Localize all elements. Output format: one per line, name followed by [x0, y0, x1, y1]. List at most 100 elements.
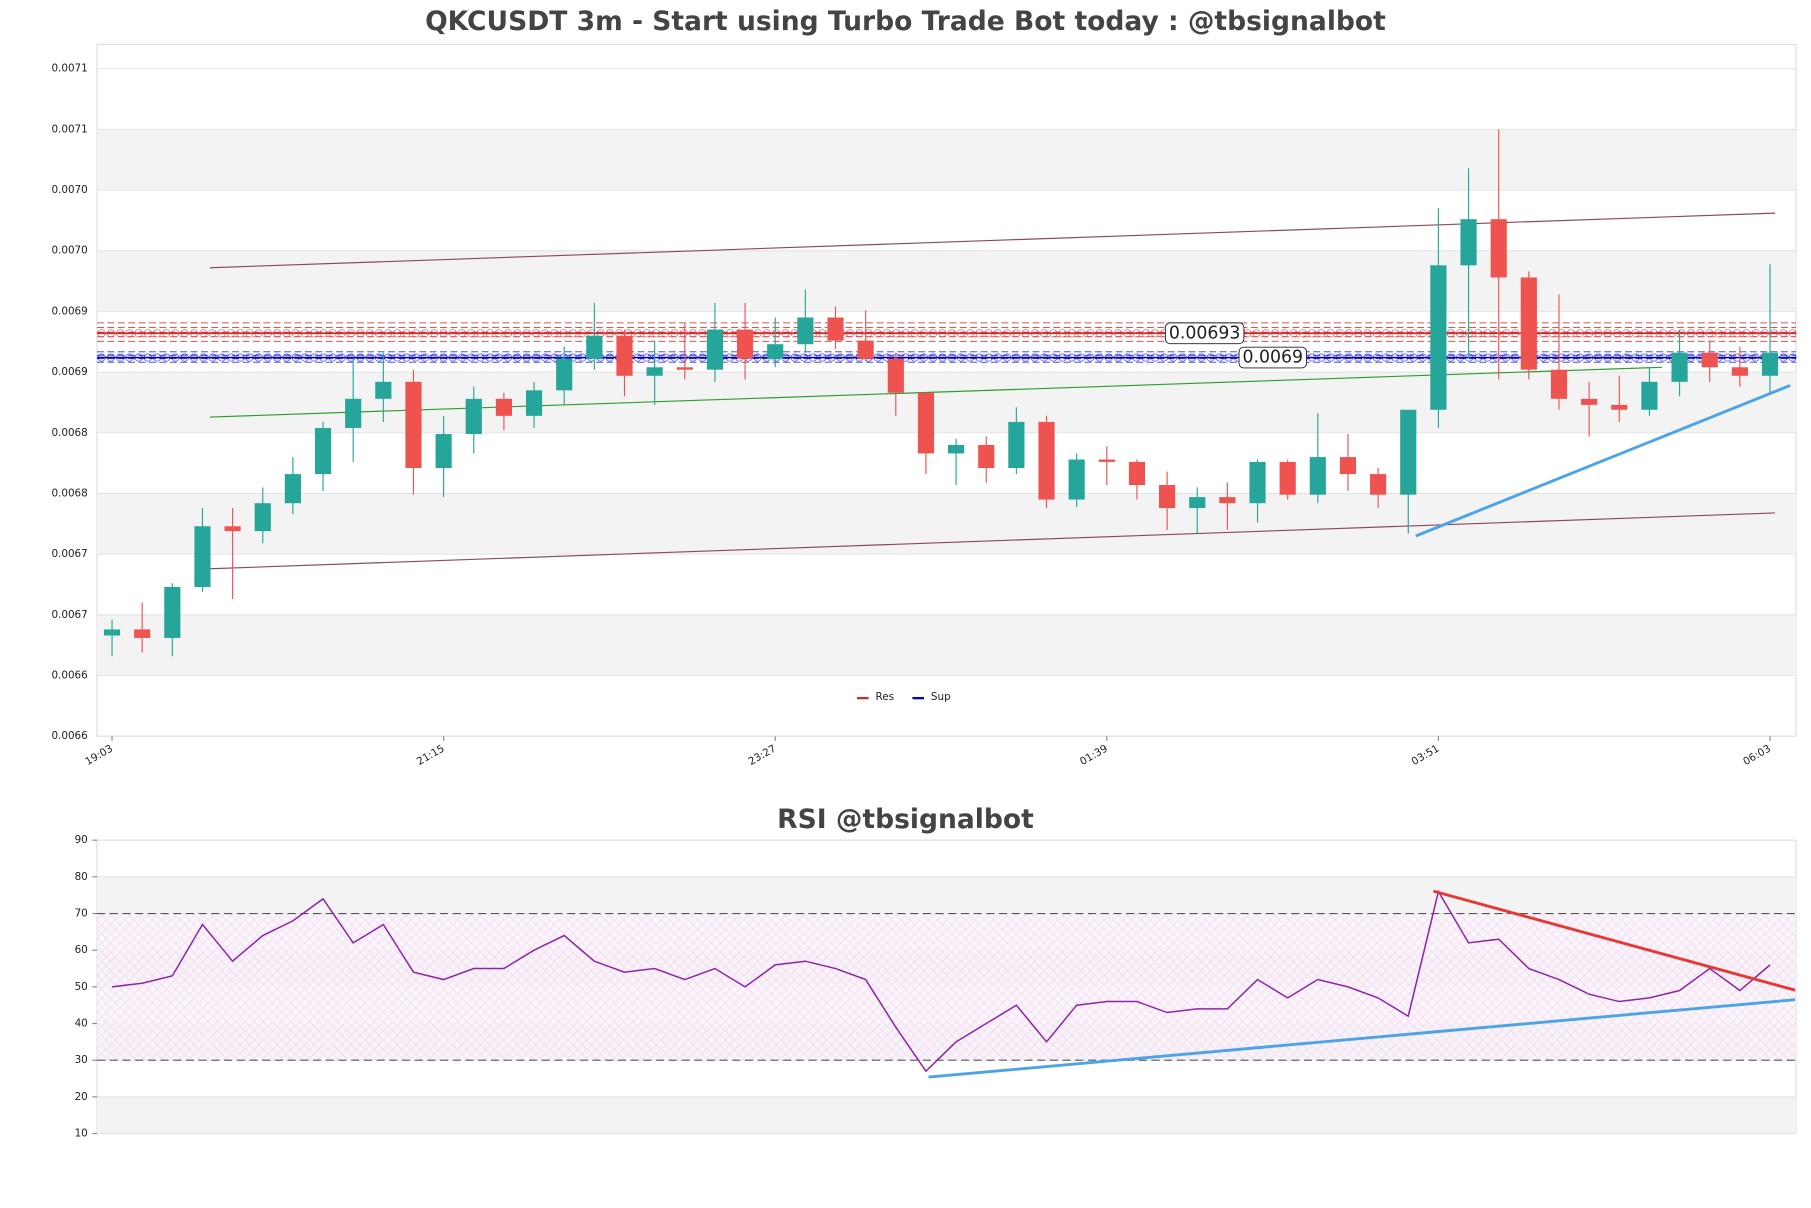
- candle-body: [224, 526, 241, 532]
- candle-body: [1008, 421, 1025, 469]
- candle-body: [1520, 277, 1537, 370]
- candle-body: [1761, 352, 1779, 376]
- candle-body: [767, 344, 784, 359]
- x-tick-label: 06:03: [1741, 743, 1773, 768]
- candle-body: [1128, 461, 1146, 486]
- trend-line: [209, 212, 1776, 269]
- candle-body: [1400, 409, 1417, 495]
- rsi-trend-line: [1433, 889, 1796, 992]
- candle-body: [103, 629, 121, 636]
- x-tick-label: 03:51: [1410, 743, 1442, 768]
- candle-body: [676, 367, 693, 370]
- trend-line: [1415, 384, 1791, 538]
- candle-body: [948, 444, 965, 454]
- candle-body: [525, 390, 543, 416]
- x-tick-label: 23:27: [746, 743, 778, 768]
- candle-body: [314, 427, 332, 475]
- candle-body: [164, 586, 181, 638]
- candle-body: [1279, 461, 1296, 495]
- candle-body: [1249, 461, 1266, 504]
- candle-body: [1550, 369, 1568, 399]
- rsi-title: RSI @tbsignalbot: [777, 804, 1034, 835]
- candle-body: [375, 381, 392, 399]
- candle-body: [1641, 381, 1658, 410]
- resistance-label-box: [1164, 322, 1245, 345]
- grid-band: [97, 129, 1796, 191]
- trend-line: [209, 366, 1662, 418]
- candle-body: [1430, 265, 1447, 410]
- y-tick-label: 0.0071: [51, 123, 87, 135]
- rsi-y-tick-label: 90: [75, 834, 88, 846]
- y-tick-label: 0.0067: [51, 548, 87, 560]
- rsi-y-tick-label: 20: [75, 1091, 88, 1103]
- candle-body: [1581, 398, 1598, 405]
- y-tick-label: 0.0066: [51, 670, 87, 682]
- x-tick-label: 19:03: [83, 743, 115, 768]
- candle-body: [1339, 457, 1357, 475]
- candle-body: [1460, 219, 1477, 266]
- candle-body: [194, 526, 211, 587]
- candle-body: [706, 329, 724, 370]
- support-label-box: [1238, 346, 1307, 369]
- candle-body: [405, 381, 422, 469]
- candle-body: [465, 398, 482, 435]
- candle-body: [887, 358, 904, 393]
- candle-body: [1038, 421, 1055, 500]
- candle-body: [1219, 497, 1236, 504]
- candle-body: [797, 317, 814, 345]
- y-tick-label: 0.0070: [51, 184, 87, 196]
- candle-body: [857, 340, 874, 359]
- candle-body: [254, 503, 271, 532]
- rsi-y-tick-label: 50: [75, 981, 88, 993]
- candle-body: [1490, 219, 1507, 278]
- candle-body: [1068, 459, 1085, 500]
- rsi-grid-band: [97, 1096, 1796, 1134]
- candle-body: [1098, 459, 1115, 462]
- candle-body: [978, 444, 995, 469]
- rsi-y-tick-label: 70: [75, 908, 88, 920]
- rsi-zone: [97, 913, 1796, 1061]
- candle-body: [284, 474, 301, 504]
- y-tick-label: 0.0068: [51, 487, 87, 499]
- candle-body: [1309, 457, 1326, 495]
- candle-body: [646, 367, 663, 376]
- grid-band: [97, 250, 1796, 312]
- chart-title: QKCUSDT 3m - Start using Turbo Trade Bot…: [425, 6, 1386, 37]
- rsi-trend-line: [928, 998, 1796, 1079]
- candle-body: [586, 335, 603, 359]
- x-tick-label: 21:15: [415, 743, 447, 768]
- rsi-grid-band: [97, 876, 1796, 914]
- rsi-y-tick-label: 30: [75, 1054, 88, 1066]
- grid-band: [97, 614, 1796, 676]
- rsi-line: [111, 889, 1771, 1073]
- y-tick-label: 0.0070: [51, 245, 87, 257]
- candle-body: [556, 358, 573, 391]
- rsi-y-tick-label: 40: [75, 1018, 88, 1030]
- rsi-y-tick-label: 80: [75, 871, 88, 883]
- candle-body: [1189, 497, 1206, 509]
- rsi-y-tick-label: 10: [75, 1128, 88, 1140]
- y-tick-label: 0.0068: [51, 427, 87, 439]
- legend-label: Res: [875, 691, 894, 703]
- y-tick-label: 0.0069: [51, 305, 87, 317]
- candle-body: [435, 434, 452, 469]
- candle-body: [345, 398, 362, 428]
- candle-body: [616, 335, 633, 376]
- candle-body: [1671, 352, 1688, 382]
- candle-body: [1159, 485, 1176, 509]
- support-label: 0.0069: [1242, 348, 1303, 368]
- candle-body: [1370, 474, 1387, 495]
- y-tick-label: 0.0066: [51, 730, 87, 742]
- rsi-y-tick-label: 60: [75, 944, 88, 956]
- y-tick-label: 0.0071: [51, 63, 87, 75]
- candle-body: [1731, 367, 1748, 376]
- x-tick-label: 01:39: [1078, 743, 1110, 768]
- y-tick-label: 0.0069: [51, 366, 87, 378]
- candle-body: [736, 329, 754, 359]
- candle-body: [827, 317, 844, 341]
- candle-body: [1611, 404, 1628, 410]
- resistance-label: 0.00693: [1169, 323, 1241, 343]
- y-tick-label: 0.0067: [51, 609, 87, 621]
- candle-body: [1701, 352, 1718, 368]
